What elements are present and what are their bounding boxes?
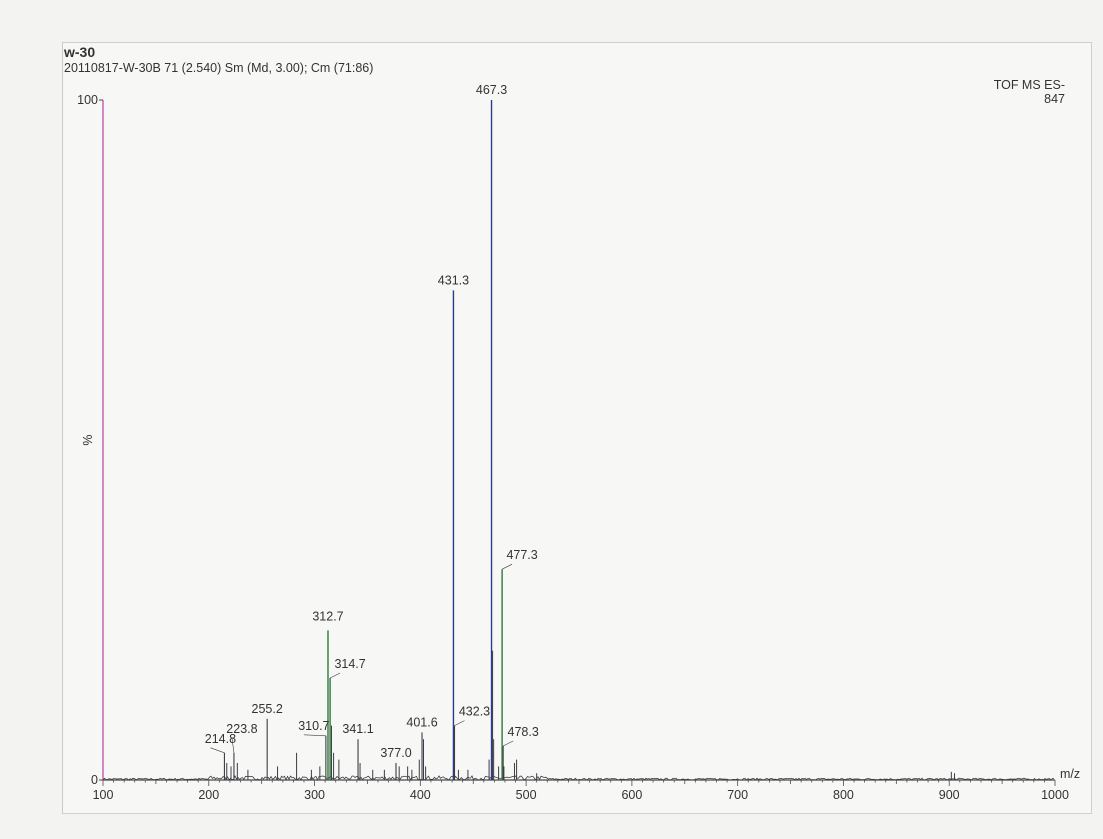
peak-leader-line: [501, 563, 513, 570]
peak-label-377.0: 377.0: [380, 746, 411, 760]
chart-paper: [62, 42, 1092, 814]
x-tick-label: 100: [93, 788, 114, 802]
peak-label-477.3: 477.3: [506, 548, 537, 562]
peak-label-431.3: 431.3: [438, 273, 469, 287]
peak-label-467.3: 467.3: [476, 83, 507, 97]
x-tick-label: 800: [833, 788, 854, 802]
peak-leader-line: [329, 672, 341, 679]
base-peak-intensity: 847: [1044, 92, 1065, 106]
peak-label-214.8: 214.8: [205, 732, 236, 746]
peak-label-478.3: 478.3: [508, 725, 539, 739]
peak-label-314.7: 314.7: [334, 657, 365, 671]
noise-path: [102, 775, 1055, 781]
peak-label-432.3: 432.3: [459, 705, 490, 719]
spectrum-title: w-30: [64, 44, 96, 60]
y-axis-label: %: [81, 434, 95, 445]
x-tick-label: 200: [198, 788, 219, 802]
peak-label-310.7: 310.7: [298, 719, 329, 733]
instrument-block: TOF MS ES- 847: [994, 78, 1065, 106]
x-tick-label: 700: [727, 788, 748, 802]
peak-label-401.6: 401.6: [406, 715, 437, 729]
instrument-mode: TOF MS ES-: [993, 78, 1065, 92]
y-tick-label-100: 100: [77, 93, 98, 107]
x-tick-label: 1000: [1041, 788, 1069, 802]
peak-leader-line: [503, 740, 514, 747]
x-tick-label: 500: [516, 788, 537, 802]
baseline-noise-trace: [102, 775, 1055, 781]
x-tick-label: 600: [621, 788, 642, 802]
peak-label-223.8: 223.8: [226, 722, 257, 736]
peak-leader-line: [303, 734, 326, 737]
peak-leader-line: [231, 737, 235, 753]
x-axis-label: m/z: [1060, 767, 1080, 781]
spectrum-subtitle: 20110817-W-30B 71 (2.540) Sm (Md, 3.00);…: [64, 61, 374, 75]
peak-leader-line: [454, 720, 465, 726]
x-tick-label: 300: [304, 788, 325, 802]
x-tick-label: 400: [410, 788, 431, 802]
peak-label-255.2: 255.2: [252, 702, 283, 716]
x-tick-label: 900: [939, 788, 960, 802]
y-tick-label-0: 0: [91, 773, 98, 787]
peak-label-341.1: 341.1: [342, 722, 373, 736]
peak-label-312.7: 312.7: [312, 609, 343, 623]
peak-leader-line: [210, 747, 225, 754]
spectrum-peaks: [223, 100, 956, 780]
